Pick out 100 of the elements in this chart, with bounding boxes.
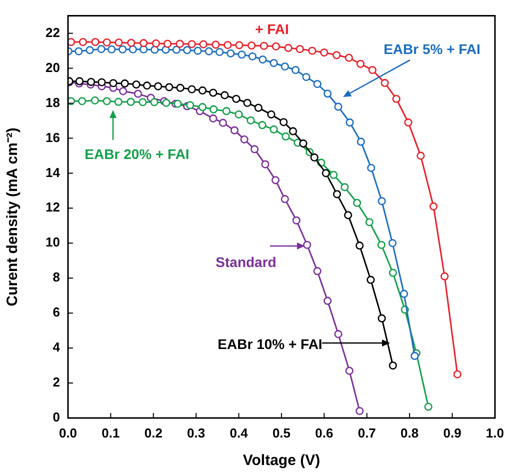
y-axis-title: Curent density (mA cm⁻²) xyxy=(4,128,22,306)
point xyxy=(138,98,147,106)
point xyxy=(313,80,322,88)
point xyxy=(388,268,397,277)
point xyxy=(388,361,397,370)
x-tick-label: 0.0 xyxy=(58,425,78,440)
point xyxy=(235,41,244,50)
y-tick-label: 18 xyxy=(46,94,60,110)
point xyxy=(246,116,255,124)
point xyxy=(270,125,278,134)
point xyxy=(120,79,129,88)
point xyxy=(388,239,397,248)
point xyxy=(114,38,123,47)
point xyxy=(78,97,86,106)
point xyxy=(367,164,376,172)
point xyxy=(284,44,292,52)
y-tick-label: 14 xyxy=(46,164,61,180)
point xyxy=(234,110,243,118)
point xyxy=(128,45,137,54)
point xyxy=(90,96,99,104)
point xyxy=(86,46,94,54)
point xyxy=(198,103,207,112)
point xyxy=(392,94,400,103)
point xyxy=(258,55,267,64)
x-axis-title: Voltage (V) xyxy=(242,452,320,470)
point xyxy=(378,197,386,206)
y-tick-label: 12 xyxy=(46,200,60,215)
point xyxy=(302,72,310,82)
point xyxy=(353,198,362,207)
y-tick-label: 22 xyxy=(46,24,60,40)
point xyxy=(248,41,256,50)
y-tick-label: 4 xyxy=(52,340,61,355)
point xyxy=(440,272,449,280)
point xyxy=(243,98,252,107)
point xyxy=(186,101,194,110)
y-tick-label: 2 xyxy=(52,374,60,390)
legend-label: EABr 20% + FAI xyxy=(84,146,190,162)
point xyxy=(109,79,118,88)
point xyxy=(280,62,289,71)
point xyxy=(356,60,365,68)
point xyxy=(238,50,246,59)
point xyxy=(150,98,158,106)
point xyxy=(199,40,208,48)
y-tick-label: 20 xyxy=(46,60,60,75)
point xyxy=(75,77,84,86)
point xyxy=(410,352,419,360)
x-tick-label: 0.5 xyxy=(272,425,291,440)
point xyxy=(142,82,152,90)
point xyxy=(258,121,266,130)
point xyxy=(261,160,270,168)
point xyxy=(267,110,276,118)
point xyxy=(330,170,338,179)
point xyxy=(310,153,318,162)
point xyxy=(254,104,262,112)
point xyxy=(172,46,180,54)
point xyxy=(346,118,354,127)
point xyxy=(332,51,341,60)
point xyxy=(87,78,96,86)
point xyxy=(108,45,116,54)
point xyxy=(119,87,128,96)
point xyxy=(97,44,106,54)
x-tick-label: 0.3 xyxy=(187,425,206,440)
point xyxy=(240,135,248,144)
point xyxy=(260,42,268,50)
point xyxy=(356,406,364,416)
point xyxy=(271,176,280,184)
point xyxy=(356,138,365,146)
x-tick-label: 0.6 xyxy=(315,425,334,440)
point xyxy=(296,44,304,54)
point xyxy=(163,40,172,48)
point xyxy=(98,78,106,86)
point xyxy=(280,195,289,204)
point xyxy=(102,38,111,46)
series-label: + FAI xyxy=(255,20,289,37)
y-tick-label: 16 xyxy=(46,130,60,145)
point xyxy=(132,80,140,89)
point xyxy=(366,276,375,284)
point xyxy=(102,97,111,106)
point xyxy=(416,152,425,160)
x-tick-label: 0.4 xyxy=(230,425,249,440)
point xyxy=(176,84,184,92)
y-tick-label: 10 xyxy=(46,234,60,250)
point xyxy=(226,49,235,58)
point xyxy=(365,218,374,226)
point xyxy=(188,40,196,48)
y-tick-label: 6 xyxy=(52,304,60,320)
point xyxy=(250,145,259,154)
x-tick-label: 0.9 xyxy=(443,425,462,440)
point xyxy=(140,39,148,48)
point xyxy=(322,169,330,178)
point xyxy=(209,114,218,122)
point xyxy=(204,47,213,56)
point xyxy=(368,66,376,74)
x-tick-label: 0.8 xyxy=(400,425,419,440)
point xyxy=(280,118,288,126)
point xyxy=(230,126,239,134)
legend-label: Standard xyxy=(216,254,276,270)
point xyxy=(152,39,160,48)
point xyxy=(270,58,278,68)
point xyxy=(377,240,386,249)
